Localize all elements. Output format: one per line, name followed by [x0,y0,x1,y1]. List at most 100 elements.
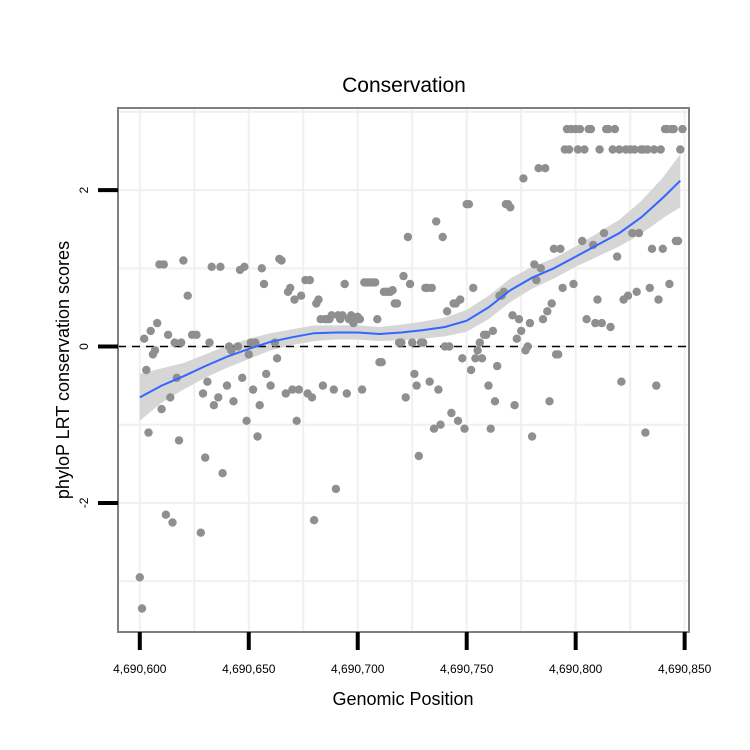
data-point [340,279,349,289]
x-tick-label: 4,690,600 [113,662,167,676]
data-point [163,330,173,339]
data-point [632,287,641,296]
data-point [259,279,269,289]
data-point [541,164,550,173]
data-point [277,256,286,265]
data-point [373,315,382,324]
data-point [543,307,552,316]
data-point [610,124,620,134]
data-point [634,228,644,238]
data-point [573,145,583,154]
data-point [292,416,301,425]
data-point [329,385,338,394]
data-point [177,338,186,347]
data-point [647,244,657,253]
data-point [288,385,297,394]
data-point [510,401,519,410]
data-point [397,338,406,347]
data-point [392,299,402,308]
data-point [591,318,600,328]
data-point [414,451,423,461]
data-point [490,397,500,406]
data-point [676,145,685,154]
data-point [388,286,397,295]
data-point [377,358,386,367]
data-point [432,217,441,226]
data-point [150,346,160,355]
data-point [673,236,683,246]
data-point [281,389,290,398]
data-point [209,401,219,410]
data-point [198,389,208,398]
data-point [425,377,434,386]
data-point [545,397,554,406]
data-point [527,432,537,441]
chart-title: Conservation [342,74,466,97]
data-point [536,264,545,273]
data-point [493,361,502,371]
data-point [466,365,476,375]
data-point [617,377,626,386]
data-point [678,124,687,134]
data-point [630,145,639,154]
data-point [314,295,323,304]
data-point [244,350,253,359]
data-point [597,318,606,328]
data-point [405,279,415,289]
data-point [523,342,532,351]
data-point [641,428,650,437]
data-point [658,244,667,253]
data-point [294,385,304,394]
data-point [418,338,428,347]
data-point [262,369,271,379]
data-point [144,428,153,437]
data-point [242,416,251,425]
data-point [506,203,515,212]
data-point [534,164,543,173]
data-point [547,299,556,308]
data-point [453,416,463,425]
data-point [488,326,498,336]
data-point [196,528,205,537]
data-point [170,338,179,347]
smooth-fit-line [139,179,682,399]
x-tick-label: 4,690,800 [549,662,603,676]
data-point [512,334,521,343]
data-point [159,260,168,269]
data-point [410,369,419,379]
data-point [174,436,184,445]
data-point [168,518,177,527]
data-point [429,424,439,433]
x-tick-label: 4,690,700 [331,662,385,676]
data-point [207,262,216,271]
data-point [233,342,243,351]
x-tick-label: 4,690,750 [440,662,494,676]
data-point [604,124,613,134]
data-point [399,271,408,281]
data-point [142,365,151,375]
data-point [564,145,574,154]
data-point [137,604,147,613]
data-point [222,381,232,390]
data-point [153,318,162,328]
data-point [477,354,487,363]
y-tick-label: 0 [77,343,91,350]
data-point [447,408,456,418]
data-point [469,283,478,293]
data-point [403,232,413,242]
data-point [192,330,201,339]
data-point [327,311,336,320]
data-point [218,469,227,478]
data-point [296,291,306,300]
data-point [623,291,633,300]
data-point [654,295,663,304]
data-point [578,236,587,246]
data-point [161,510,171,519]
data-point [665,279,674,289]
panel-border [117,107,690,633]
data-point [179,256,188,265]
data-point [532,275,541,285]
data-point [331,484,341,494]
data-point [475,338,484,347]
y-axis: -2 0 2 [77,186,118,508]
